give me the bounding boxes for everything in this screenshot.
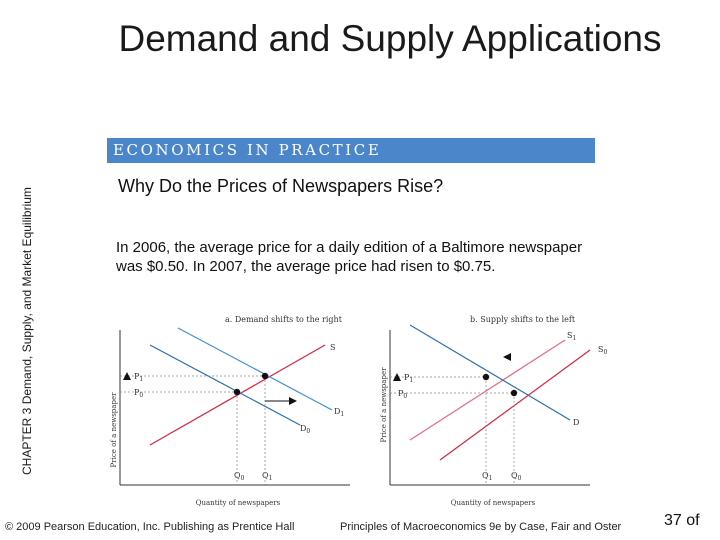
panel-b-label-s1: S1 [567,331,576,342]
panel-a-label-s: S [330,343,335,352]
panel-b-label-p0: P0 [398,389,407,400]
slide-title: Demand and Supply Applications [118,18,662,59]
panel-b-label-s0: S0 [598,345,607,356]
question-heading: Why Do the Prices of Newspapers Rise? [118,176,444,196]
panel-a-label-d1: D1 [334,407,344,418]
panel-b-demand-d [409,324,571,421]
panel-a-price-up-arrow [123,372,131,380]
panel-a-old-equilibrium [233,388,241,396]
panel-a-label-q0: Q0 [234,471,245,482]
panel-b-price-up-arrow [393,373,401,381]
panel-a-label-d0: D0 [300,424,310,435]
panel-b-xlabel: Quantity of newspapers [451,499,536,507]
panel-b-label-q1: Q1 [482,471,492,482]
panel-a-new-equilibrium [261,372,269,380]
panel-b-supply-shift: b. Supply shifts to the left Price of a … [380,315,607,507]
panel-a-demand-d1 [177,327,333,411]
panel-b-new-equilibrium [482,373,490,381]
panel-a-demand-shift: a. Demand shifts to the right Price of a… [110,315,350,507]
panel-b-ylabel: Price of a newspaper [380,367,388,443]
panel-a-label-p1: P1 [134,372,143,383]
footer-copyright: © 2009 Pearson Education, Inc. Publishin… [5,521,295,533]
panel-b-supply-s1 [409,339,566,441]
intro-paragraph: In 2006, the average price for a daily e… [116,239,583,275]
panel-b-label-d: D [573,418,579,427]
economics-in-practice-banner: ECONOMICS IN PRACTICE [107,138,595,163]
panel-a-shift-arrowhead [289,397,297,405]
panel-b-old-equilibrium [510,389,518,397]
panel-a-ylabel: Price of a newspaper [110,392,118,468]
panel-b-supply-s0 [439,349,591,461]
page-number: 37 of [664,512,700,529]
panel-a-label-p0: P0 [134,388,143,399]
footer-book-title: Principles of Macroeconomics 9e by Case,… [340,521,622,533]
panel-a-demand-d0 [149,344,301,426]
panel-b-label-p1: P1 [404,373,413,384]
panel-a-title: a. Demand shifts to the right [225,315,343,324]
panel-a-xlabel: Quantity of newspapers [196,499,281,507]
panel-b-shift-arrowhead [503,353,511,361]
panel-b-title: b. Supply shifts to the left [470,315,576,324]
panel-b-label-q0: Q0 [511,471,522,482]
panel-a-label-q1: Q1 [262,471,272,482]
